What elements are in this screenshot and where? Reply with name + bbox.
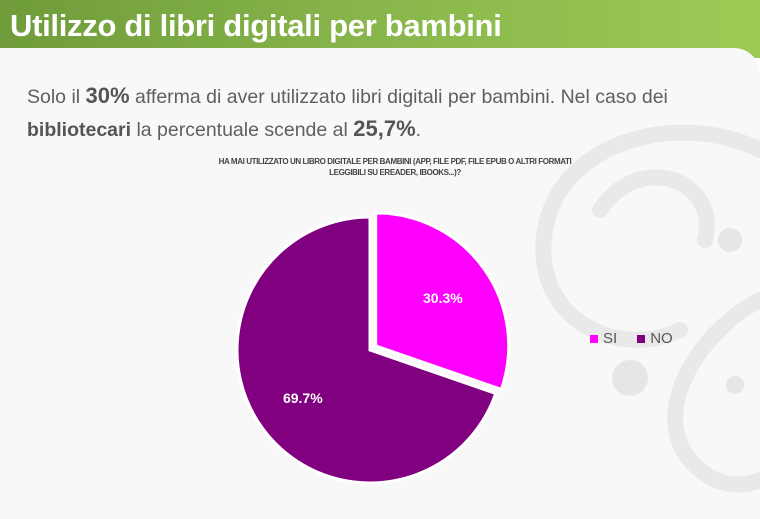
- intro-highlight-bibliotecari: bibliotecari: [27, 119, 132, 141]
- legend-swatch-si: [590, 334, 598, 343]
- slide-title: Utilizzo di libri digitali per bambini: [10, 8, 502, 43]
- legend-label-no: NO: [650, 330, 673, 347]
- intro-text-part: afferma di aver utilizzato libri digital…: [129, 86, 668, 108]
- intro-text-part: la percentuale scende al: [131, 119, 354, 141]
- chart-title-line-1: HA MAI UTILIZZATO UN LIBRO DIGITALE PER …: [218, 157, 572, 166]
- chart-title-line-2: LEGGIBILI SU EREADER, IBOOKS...)?: [329, 168, 461, 177]
- intro-highlight-30: 30%: [85, 83, 130, 108]
- legend-item-no: NO: [637, 330, 673, 347]
- pie-slice-si: [374, 211, 511, 392]
- intro-text-part: .: [415, 119, 422, 141]
- intro-text: Solo il 30% afferma di aver utilizzato l…: [27, 80, 747, 146]
- chart-title: HA MAI UTILIZZATO UN LIBRO DIGITALE PER …: [130, 156, 660, 178]
- legend-swatch-no: [637, 334, 646, 343]
- pie-slice-no: [235, 215, 498, 485]
- legend-label-si: SI: [603, 330, 618, 347]
- pie-label-no: 69.7%: [283, 390, 323, 406]
- chart-legend: SI NO: [590, 330, 693, 347]
- intro-text-part: Solo il: [27, 86, 86, 108]
- pie-label-si: 30.3%: [423, 290, 463, 306]
- legend-item-si: SI: [590, 330, 617, 347]
- intro-highlight-25: 25,7%: [353, 116, 416, 141]
